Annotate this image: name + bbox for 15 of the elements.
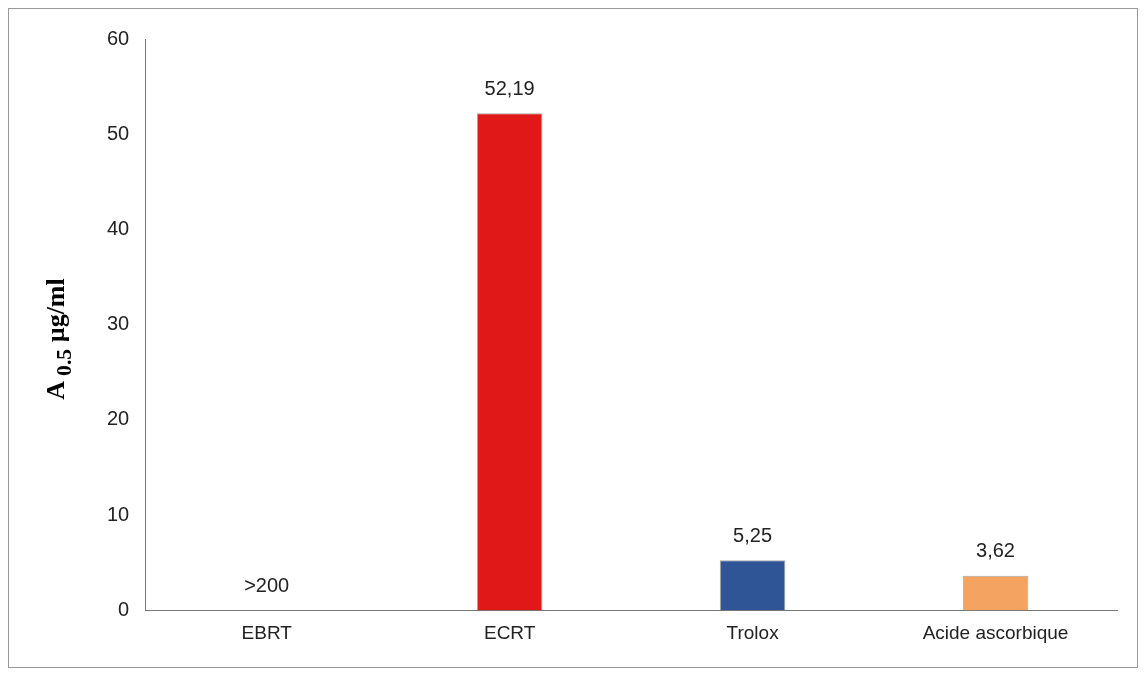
data-label: 52,19 [484, 76, 535, 99]
data-label: 3,62 [976, 539, 1015, 562]
y-tick-label: 50 [107, 121, 130, 144]
data-label: 5,25 [733, 523, 773, 546]
x-tick-label: ECRT [483, 621, 536, 643]
y-tick-label: 40 [107, 216, 130, 239]
y-tick-label: 20 [107, 407, 130, 430]
x-tick-label: Acide ascorbique [922, 621, 1069, 643]
text: >200 [244, 573, 290, 596]
y-tick-label: 0 [118, 597, 130, 620]
y-tick-label: 10 [107, 502, 130, 525]
y-tick-label: 30 [107, 312, 130, 335]
x-tick-label: Trolox [726, 621, 780, 643]
y-tick-label: 60 [107, 26, 130, 49]
x-tick-label: EBRT [241, 621, 293, 643]
